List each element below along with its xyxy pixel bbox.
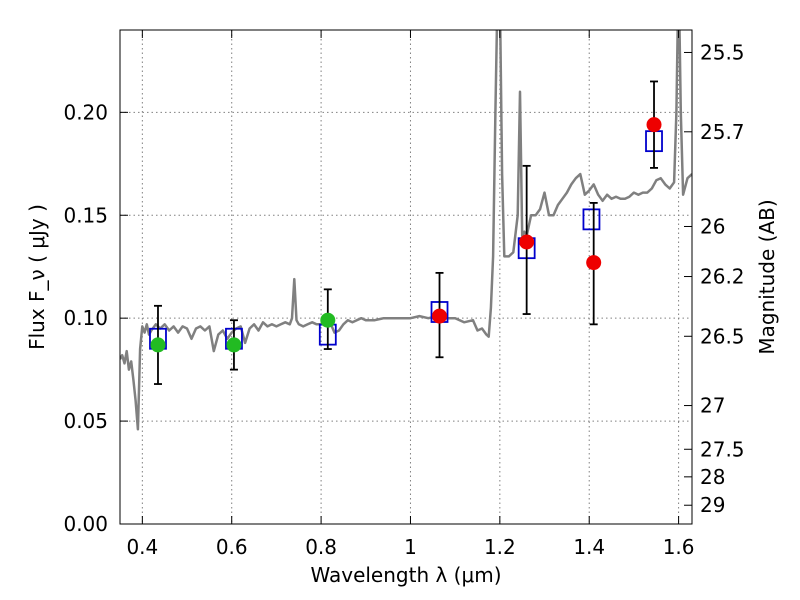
nir-observation-point xyxy=(519,234,535,250)
magnitude-axis-ticks: 25.5 25.7 26 26.2 26.5 27 27.5 28 29 xyxy=(684,40,745,517)
y-tick-label: 0.10 xyxy=(63,306,108,330)
optical-observation-point xyxy=(320,312,336,328)
mag-tick-label: 26.5 xyxy=(700,324,745,348)
optical-observation-point xyxy=(150,337,166,353)
mag-tick-label: 25.5 xyxy=(700,40,745,64)
mag-tick-label: 25.7 xyxy=(700,120,745,144)
x-axis-ticks: 0.4 0.6 0.8 1 1.2 1.4 1.6 xyxy=(126,30,695,559)
x-tick-label: 0.8 xyxy=(305,535,337,559)
model-photometry-square xyxy=(582,208,601,231)
y-tick-label: 0.20 xyxy=(63,100,108,124)
mag-tick-label: 26.2 xyxy=(700,265,745,289)
model-sed-line xyxy=(120,30,692,431)
mag-tick-label: 26 xyxy=(700,214,725,238)
x-tick-label: 0.4 xyxy=(126,535,158,559)
y-axis-title: Flux F_ν ( μJy ) xyxy=(25,204,49,350)
mag-tick-label: 27 xyxy=(700,394,725,418)
x-tick-label: 1.2 xyxy=(484,535,516,559)
plot-frame xyxy=(119,29,693,525)
x-tick-label: 1 xyxy=(404,535,417,559)
x-tick-label: 1.4 xyxy=(573,535,605,559)
nir-observation-point xyxy=(646,117,662,133)
nir-observation-point xyxy=(586,255,602,271)
mag-tick-label: 27.5 xyxy=(700,437,745,461)
y-tick-label: 0.15 xyxy=(63,203,108,227)
right-axis-title: Magnitude (AB) xyxy=(755,199,779,354)
y-tick-label: 0.05 xyxy=(63,409,108,433)
nir-observation-point xyxy=(432,308,448,324)
mag-tick-label: 29 xyxy=(700,493,725,517)
x-axis-title: Wavelength λ (μm) xyxy=(310,563,501,587)
optical-observation-point xyxy=(226,337,242,353)
y-axis-ticks: 0.00 0.05 0.10 0.15 0.20 xyxy=(63,100,128,536)
data-points-layer xyxy=(149,80,663,385)
mag-tick-label: 28 xyxy=(700,465,725,489)
x-tick-label: 1.6 xyxy=(663,535,695,559)
y-tick-label: 0.00 xyxy=(63,512,108,536)
grid-lines xyxy=(120,30,692,524)
x-tick-label: 0.6 xyxy=(216,535,248,559)
model-sed-layer xyxy=(120,30,692,431)
